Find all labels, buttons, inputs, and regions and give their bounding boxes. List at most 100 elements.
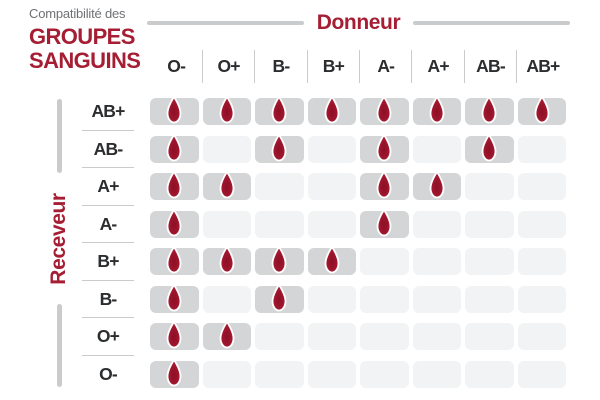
compatibility-cell: [412, 248, 461, 275]
blood-drop-icon: [271, 245, 287, 274]
compatibility-cell: [255, 95, 304, 125]
donor-column-header: AB-: [463, 50, 516, 83]
compatibility-cell: [150, 133, 199, 163]
blood-drop-icon: [166, 358, 182, 386]
blood-drop-icon: [219, 170, 235, 199]
blood-drop-icon: [166, 320, 182, 349]
donor-column-header: O+: [201, 50, 254, 83]
blood-drop-icon: [219, 95, 235, 124]
compatibility-cell: [202, 285, 251, 313]
compatibility-cell: [255, 323, 304, 350]
compatibility-cell: [465, 133, 514, 163]
blood-drop-icon: [481, 95, 497, 124]
receiver-row-labels: AB+ AB- A+ A- B+ B- O+ O-: [78, 93, 138, 393]
donor-column-header: B+: [306, 50, 359, 83]
compatibility-cell: [465, 285, 514, 313]
compatibility-cell: [307, 245, 356, 275]
receiver-row-label: O-: [99, 363, 118, 384]
compatibility-cell: [517, 323, 566, 350]
receiver-row-label: A-: [78, 206, 138, 244]
receiver-row-label: B-: [78, 281, 138, 319]
compatibility-cell: [517, 360, 566, 388]
blood-drop-icon: [429, 95, 445, 124]
compatibility-cell: [412, 135, 461, 163]
blood-drop-icon: [166, 283, 182, 311]
compatibility-cell: [202, 135, 251, 163]
donor-column-header: O-: [167, 56, 186, 76]
blood-drop-icon: [324, 245, 340, 274]
compatibility-cell: [360, 208, 409, 238]
compatibility-cell: [307, 323, 356, 350]
compatibility-cell: [202, 320, 251, 350]
donor-column-header: AB+: [516, 50, 569, 83]
compatibility-cell: [465, 323, 514, 350]
receiver-row-label: AB+: [78, 93, 138, 131]
compatibility-cell: [412, 323, 461, 350]
compatibility-cell: [517, 173, 566, 200]
blood-drop-icon: [376, 170, 392, 199]
compatibility-cell: [202, 245, 251, 275]
compatibility-cell: [202, 210, 251, 238]
chart-subtitle: Compatibilité des: [29, 6, 126, 21]
blood-drop-icon: [376, 133, 392, 161]
compatibility-cell: [150, 170, 199, 200]
compatibility-cell: [150, 208, 199, 238]
compatibility-cell: [412, 210, 461, 238]
compatibility-cell: [307, 95, 356, 125]
blood-drop-icon: [219, 320, 235, 349]
compatibility-cell: [307, 285, 356, 313]
compatibility-cell: [465, 360, 514, 388]
title-block: Compatibilité des GROUPES SANGUINS: [29, 6, 141, 73]
compatibility-cell: [307, 135, 356, 163]
blood-drop-icon: [271, 133, 287, 161]
compatibility-cell: [150, 283, 199, 313]
blood-drop-icon: [324, 95, 340, 124]
receiver-row-label: AB-: [78, 131, 138, 169]
compatibility-cell: [255, 283, 304, 313]
donor-column-header: A+: [411, 50, 464, 83]
receiver-axis-top-line: [57, 99, 62, 173]
blood-drop-icon: [166, 170, 182, 199]
blood-drop-icon: [271, 95, 287, 124]
donor-column-header: A-: [359, 50, 412, 83]
blood-drop-icon: [166, 208, 182, 236]
donor-axis-left-line: [147, 20, 304, 26]
compatibility-cell: [150, 245, 199, 275]
compatibility-cell: [307, 210, 356, 238]
blood-drop-icon: [376, 208, 392, 236]
compatibility-cell: [150, 320, 199, 350]
compatibility-cell: [360, 170, 409, 200]
compatibility-cell: [202, 95, 251, 125]
blood-drop-icon: [219, 245, 235, 274]
compatibility-cell: [360, 360, 409, 388]
blood-drop-icon: [534, 95, 550, 124]
compatibility-cell: [517, 95, 566, 125]
blood-drop-icon: [376, 95, 392, 124]
compatibility-cell: [307, 360, 356, 388]
compatibility-cell: [360, 133, 409, 163]
blood-drop-icon: [166, 133, 182, 161]
blood-drop-icon: [166, 245, 182, 274]
chart-title-line1: GROUPES: [29, 24, 135, 49]
compatibility-cell: [360, 323, 409, 350]
receiver-row-label: B+: [78, 243, 138, 281]
receiver-row-label: A+: [78, 168, 138, 206]
compatibility-cell: [360, 285, 409, 313]
compatibility-cell: [360, 248, 409, 275]
receiver-row-label: O+: [78, 318, 138, 356]
compatibility-cell: [150, 95, 199, 125]
blood-drop-icon: [429, 170, 445, 199]
compatibility-cell: [465, 95, 514, 125]
compatibility-cell: [465, 248, 514, 275]
compatibility-cell: [517, 135, 566, 163]
donor-axis-right-line: [413, 20, 570, 26]
compatibility-cell: [517, 210, 566, 238]
receiver-axis-bottom-line: [57, 304, 62, 387]
chart-title-line2: SANGUINS: [29, 48, 141, 73]
compatibility-cell: [465, 210, 514, 238]
compatibility-cell: [517, 285, 566, 313]
compatibility-cell: [202, 170, 251, 200]
compatibility-cell: [412, 170, 461, 200]
compatibility-cell: [360, 95, 409, 125]
